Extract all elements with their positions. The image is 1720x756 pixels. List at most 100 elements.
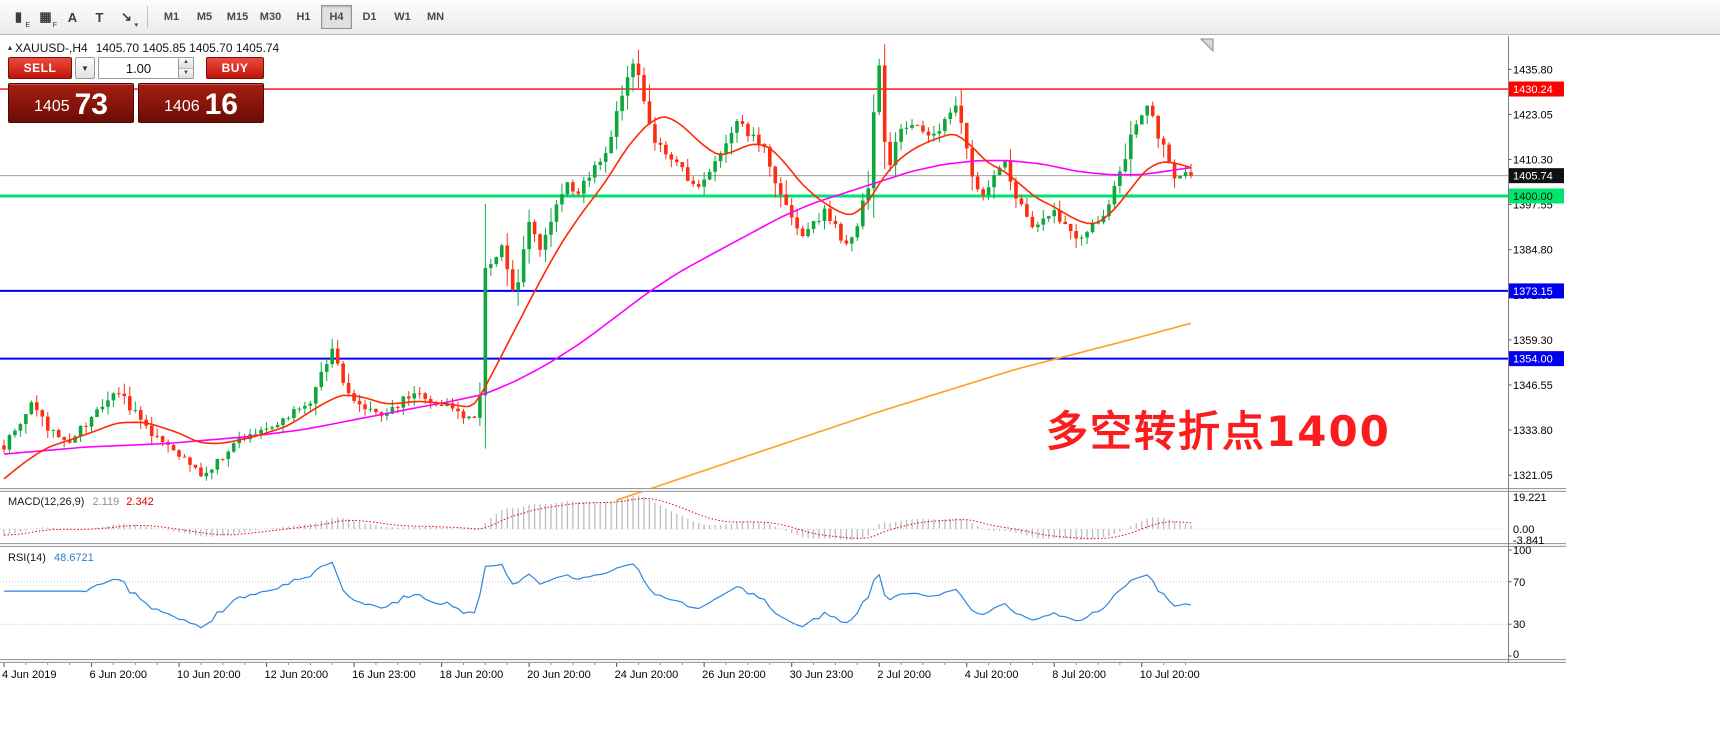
tool-button-text-box[interactable]: T [95,9,104,25]
tool-button-draw-arrow[interactable]: ↘ ▾ [121,9,138,29]
timeframe-button-m30[interactable]: M30 [259,11,282,23]
rsi-panel-content [0,561,1509,629]
macd-signal-line [3,497,1192,540]
chart-shift-marker[interactable] [1199,38,1214,53]
price-badge [1509,81,1564,97]
rsi-indicator-label: RSI(14) 48.6721 [8,552,94,564]
macd-histogram [0,495,1509,540]
price-tick-label: 1410.30 [1513,155,1553,167]
time-axis-label: 26 Jun 20:00 [702,669,766,681]
ma-slow-line [616,322,1192,501]
timeframe-button-mn[interactable]: MN [426,11,445,23]
ask-price-main: 1406 [164,98,200,115]
toolbar-separator [147,6,148,28]
price-tick-label: 1435.80 [1513,64,1553,76]
ma-fast-line [3,116,1192,480]
chart-annotation-text[interactable]: 多空转折点1400 [1046,407,1391,456]
price-badge [1509,188,1564,204]
main-toolbar: ▮ E ▦ F A T ↘ ▾ M1 M5 M15 M30 H1 H4 D1 W1 MN [0,0,1720,35]
timeframe-toolbar: M1 M5 M15 M30 H1 H4 D1 W1 MN [155,5,452,29]
price-badge-label: 1400.00 [1513,191,1553,203]
time-axis-label: 4 Jun 2019 [2,669,56,681]
panel-splitter[interactable] [0,543,1566,547]
time-axis[interactable]: 4 Jun 2019 6 Jun 20:00 10 Jun 20:00 12 Jun … [2,663,1200,681]
volume-spinner: ▲ ▼ [178,58,193,78]
time-axis-label: 18 Jun 20:00 [440,669,504,681]
ma-mid-line [3,159,1192,455]
volume-decrease-button[interactable]: ▼ [179,67,193,78]
time-axis-label: 4 Jul 20:00 [965,669,1019,681]
rsi-name: RSI(14) [8,552,46,564]
time-axis-label: 2 Jul 20:00 [877,669,931,681]
tool-button-chart-style[interactable]: ▮ E [14,9,30,29]
price-tick-label: 1321.05 [1513,470,1553,482]
order-dropdown-button[interactable]: ▼ [75,57,95,79]
price-badge [1509,351,1564,367]
candles-layer [2,44,1193,481]
macd-axis-max: 19.221 [1513,492,1547,504]
price-badge-label: 1373.15 [1513,286,1553,298]
rsi-axis-label: 0 [1513,649,1519,661]
bid-price-main: 1405 [34,98,70,115]
timeframe-button-m1[interactable]: M1 [163,11,180,23]
price-tick-label: 1333.80 [1513,425,1553,437]
ask-price-fraction: 16 [204,88,238,121]
volume-field: ▲ ▼ [98,57,194,79]
time-axis-label: 10 Jun 20:00 [177,669,241,681]
macd-main-value: 2.119 [92,496,120,508]
rsi-value: 48.6721 [53,552,94,564]
timeframe-button-h4[interactable]: H4 [321,5,352,29]
bid-price-fraction: 73 [74,88,108,121]
timeframe-button-h1[interactable]: H1 [296,11,311,23]
macd-indicator-label: MACD(12,26,9) 2.119 2.342 [8,496,154,508]
price-badge [1509,283,1564,299]
tool-button-text-label[interactable]: A [67,9,78,25]
price-tick-label: 1359.30 [1513,335,1553,347]
volume-increase-button[interactable]: ▲ [179,58,193,68]
rsi-axis-label: 100 [1513,545,1531,557]
timeframe-button-m5[interactable]: M5 [196,11,213,23]
macd-axis-min: -3.841 [1513,535,1544,547]
price-tick-label: 1346.55 [1513,380,1553,392]
time-axis-label: 24 Jun 20:00 [615,669,679,681]
price-tick-label: 1423.05 [1513,109,1553,121]
buy-button[interactable]: BUY [206,57,264,79]
price-badge-label: 1430.24 [1513,84,1553,96]
symbol-ohlc-values: 1405.70 1405.85 1405.70 1405.74 [95,41,280,55]
chevron-down-icon: ▼ [81,63,89,73]
rsi-line [4,561,1192,629]
rsi-axis-label: 30 [1513,619,1525,631]
ask-price-display[interactable]: 1406 16 [138,83,264,123]
panel-splitter[interactable] [0,659,1566,663]
price-badge [1509,168,1564,184]
bid-price-display[interactable]: 1405 73 [8,83,134,123]
price-tick-label: 1384.80 [1513,245,1553,257]
symbol-name: XAUUSD-,H4 [15,41,88,55]
timeframe-button-m15[interactable]: M15 [226,11,249,23]
price-axis[interactable]: 1435.801423.051410.301397.551384.801372.… [1508,36,1565,663]
price-badge-label: 1405.74 [1513,171,1553,183]
timeframe-button-w1[interactable]: W1 [394,11,411,23]
price-badge-label: 1354.00 [1513,354,1553,366]
time-axis-label: 8 Jul 20:00 [1052,669,1106,681]
rsi-axis-label: 70 [1513,577,1525,589]
sell-button[interactable]: SELL [8,57,72,79]
time-axis-label: 16 Jun 23:00 [352,669,416,681]
symbol-header: ▴ XAUUSD-,H4 1405.70 1405.85 1405.70 1405.… [8,41,279,55]
macd-name: MACD(12,26,9) [8,496,85,508]
macd-signal-value: 2.342 [126,496,154,508]
chart-tool-group: ▮ E ▦ F A T ↘ ▾ [5,4,140,30]
tool-button-grid[interactable]: ▦ F [39,9,57,29]
time-axis-label: 20 Jun 20:00 [527,669,591,681]
time-axis-label: 6 Jun 20:00 [90,669,147,681]
one-click-trading-panel: SELL ▼ ▲ ▼ BUY 1405 73 1406 16 [8,57,264,123]
time-axis-label: 10 Jul 20:00 [1140,669,1200,681]
chart-marker-icon: ▴ [8,43,13,52]
timeframe-button-d1[interactable]: D1 [362,11,377,23]
horizontal-lines-layer[interactable] [0,88,1509,360]
panel-splitter[interactable] [0,488,1566,492]
macd-axis-zero: 0.00 [1513,524,1534,536]
time-axis-label: 12 Jun 20:00 [265,669,329,681]
volume-input[interactable] [99,58,178,78]
